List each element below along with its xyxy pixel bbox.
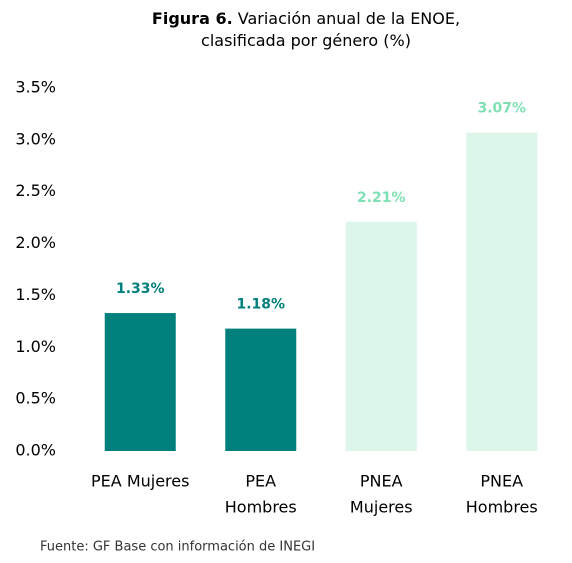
chart-title: Figura 6. Variación anual de la ENOE, cl… xyxy=(141,8,471,52)
value-label: 3.07% xyxy=(477,101,526,117)
x-tick-label: PNEA xyxy=(480,472,523,491)
x-tick-label: Hombres xyxy=(225,498,297,517)
y-tick-label: 2.0% xyxy=(15,233,56,252)
y-tick-label: 1.0% xyxy=(15,337,56,356)
x-tick-label: PNEA xyxy=(360,472,403,491)
source: Fuente: GF Base con información de INEGI xyxy=(40,540,315,555)
value-label: 1.18% xyxy=(236,297,285,313)
title-text: Variación anual de la ENOE, clasificada … xyxy=(201,9,461,50)
y-tick-label: 3.0% xyxy=(15,129,56,148)
value-label: 2.21% xyxy=(357,190,406,206)
y-tick-label: 3.5% xyxy=(15,78,56,97)
y-tick-label: 0.5% xyxy=(15,389,56,408)
value-label: 1.33% xyxy=(116,281,165,297)
y-tick-label: 1.5% xyxy=(15,285,56,304)
x-tick-label: PEA xyxy=(245,472,276,491)
bar xyxy=(104,313,176,451)
bar xyxy=(225,328,297,451)
x-tick-label: Mujeres xyxy=(350,498,413,517)
bar xyxy=(466,132,538,451)
x-tick-label: Hombres xyxy=(466,498,538,517)
figure-label: Figura 6. xyxy=(151,9,233,28)
x-tick-label: PEA Mujeres xyxy=(91,472,189,491)
bar xyxy=(345,221,417,451)
y-tick-label: 0.0% xyxy=(15,441,56,460)
y-tick-label: 2.5% xyxy=(15,181,56,200)
